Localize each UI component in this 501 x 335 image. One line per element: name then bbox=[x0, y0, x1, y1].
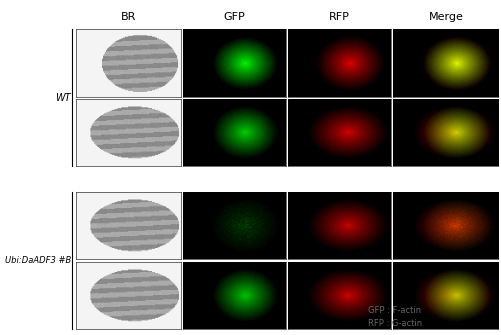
Text: Merge: Merge bbox=[428, 12, 463, 22]
Text: GFP : F-actin: GFP : F-actin bbox=[368, 306, 421, 315]
Text: GFP: GFP bbox=[224, 12, 245, 22]
Text: RFP: RFP bbox=[329, 12, 350, 22]
Text: BR: BR bbox=[121, 12, 136, 22]
Text: WT: WT bbox=[55, 93, 71, 103]
Text: RFP : G-actin: RFP : G-actin bbox=[368, 319, 422, 328]
Text: Ubi:DaADF3 #B: Ubi:DaADF3 #B bbox=[5, 256, 71, 265]
